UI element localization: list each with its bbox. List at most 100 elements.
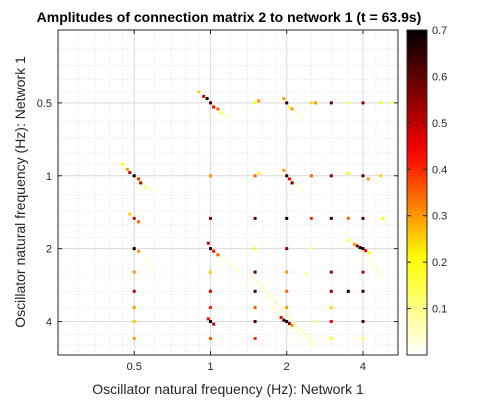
heatmap-cell [285, 216, 289, 220]
heatmap-cell [209, 289, 212, 293]
heatmap-cell [285, 306, 289, 309]
colorbar-tick-label: 0.3 [432, 211, 447, 223]
heatmap-cell [346, 101, 350, 105]
heatmap-cell [390, 101, 394, 105]
heatmap-cell [329, 270, 333, 274]
heatmap-cell [282, 97, 286, 101]
heatmap-cell [329, 289, 333, 293]
heatmap-cell [132, 247, 136, 251]
heatmap-cell [364, 249, 368, 253]
heatmap-cell [209, 174, 212, 178]
heatmap-cell [379, 101, 383, 105]
heatmap-cell [253, 306, 257, 309]
heatmap-cell [329, 101, 333, 105]
heatmap-cell [132, 174, 136, 178]
heatmap-cell [212, 249, 216, 253]
heatmap-cell [132, 270, 136, 274]
heatmap-cell [285, 174, 289, 178]
y-tick-label: 1 [46, 171, 52, 183]
y-tick-label: 2 [46, 244, 52, 256]
heatmap-cell [381, 216, 385, 220]
heatmap-cell [206, 317, 210, 321]
heatmap-cell [309, 216, 313, 220]
heatmap-streak [144, 258, 155, 273]
heatmap-cell [290, 107, 294, 111]
heatmap-cell [132, 320, 136, 323]
heatmap-cell [379, 174, 383, 178]
heatmap-cell [209, 270, 212, 274]
heatmap-streak [286, 102, 303, 119]
colorbar-tick-label: 0.4 [432, 164, 447, 176]
heatmap-cell [257, 99, 261, 103]
colorbar-tick-label: 0.6 [432, 71, 447, 83]
heatmap-cell [309, 174, 313, 178]
heatmap-cell [219, 111, 223, 115]
heatmap-cell [361, 247, 365, 251]
heatmap-cell [212, 105, 216, 109]
heatmap-cell [206, 241, 210, 245]
heatmap-cell [202, 94, 206, 98]
plot-border [57, 29, 399, 356]
chart-title: Amplitudes of connection matrix 2 to net… [37, 9, 422, 25]
heatmap-cell [287, 105, 291, 109]
heatmap-cell [137, 177, 141, 181]
grid [58, 30, 398, 355]
x-tick-label: 0.5 [127, 361, 142, 373]
heatmap-cell [253, 247, 257, 251]
heatmap-cell [132, 289, 136, 293]
heatmap-cell [346, 216, 350, 220]
heatmap-cell [137, 220, 141, 224]
heatmap-cell [314, 101, 318, 105]
heatmap-cell [361, 289, 365, 293]
heatmap-cell [209, 247, 212, 251]
heatmap-cell [290, 323, 294, 327]
heatmap-cell [329, 174, 333, 178]
heatmap-cell [139, 181, 143, 185]
heatmap-cell [346, 172, 350, 176]
heatmap-cell [132, 337, 136, 340]
heatmap-cells [121, 90, 394, 340]
heatmap-cell [128, 171, 132, 175]
heatmap-cell [209, 337, 212, 340]
heatmap-cell [309, 101, 313, 105]
heatmap-cell [209, 216, 212, 220]
heatmap-cell [368, 251, 372, 255]
heatmap-cell [253, 320, 257, 323]
x-tick-label: 4 [360, 361, 366, 373]
heatmap-cell [253, 337, 257, 340]
heatmap-cell [216, 253, 220, 257]
heatmap-cell [346, 289, 350, 293]
heatmap-cell [216, 107, 220, 111]
plot-area: 0.5 1 2 4 0.5 1 2 4 [37, 29, 399, 373]
heatmap-cell [287, 322, 291, 326]
y-tick-label: 0.5 [37, 98, 52, 110]
heatmap-cell [346, 238, 350, 242]
plot-background [58, 30, 398, 355]
x-axis-ticks: 0.5 1 2 4 [127, 30, 366, 373]
heatmap-cell [285, 320, 289, 323]
heatmap-cell [329, 216, 333, 220]
heatmap-cell [132, 306, 136, 309]
heatmap-cell [282, 168, 286, 172]
x-tick-label: 2 [284, 361, 290, 373]
colorbar-tick-label: 0.5 [432, 118, 447, 130]
heatmap-cell [209, 320, 212, 323]
heatmap-cell [253, 174, 257, 178]
heatmap-cell [361, 101, 365, 105]
heatmap-streak [250, 275, 317, 346]
heatmap-cell [355, 244, 359, 248]
heatmap-cell [143, 186, 147, 190]
heatmap-cell [121, 163, 125, 167]
heatmap-cell [253, 216, 257, 220]
heatmap-cell [366, 177, 370, 181]
heatmap-cell [257, 172, 261, 176]
heatmap-cell [329, 337, 333, 340]
colorbar-ticks: 0.1 0.2 0.3 0.4 0.5 0.6 0.7 [407, 25, 447, 316]
x-tick-label: 1 [207, 361, 213, 373]
heatmap-cell [209, 101, 212, 105]
y-axis-label: Oscillator natural frequency (Hz): Netwo… [12, 56, 28, 328]
heatmap-cell [132, 216, 136, 220]
heatmap-cell [282, 318, 286, 322]
heatmap-cell [314, 320, 318, 323]
